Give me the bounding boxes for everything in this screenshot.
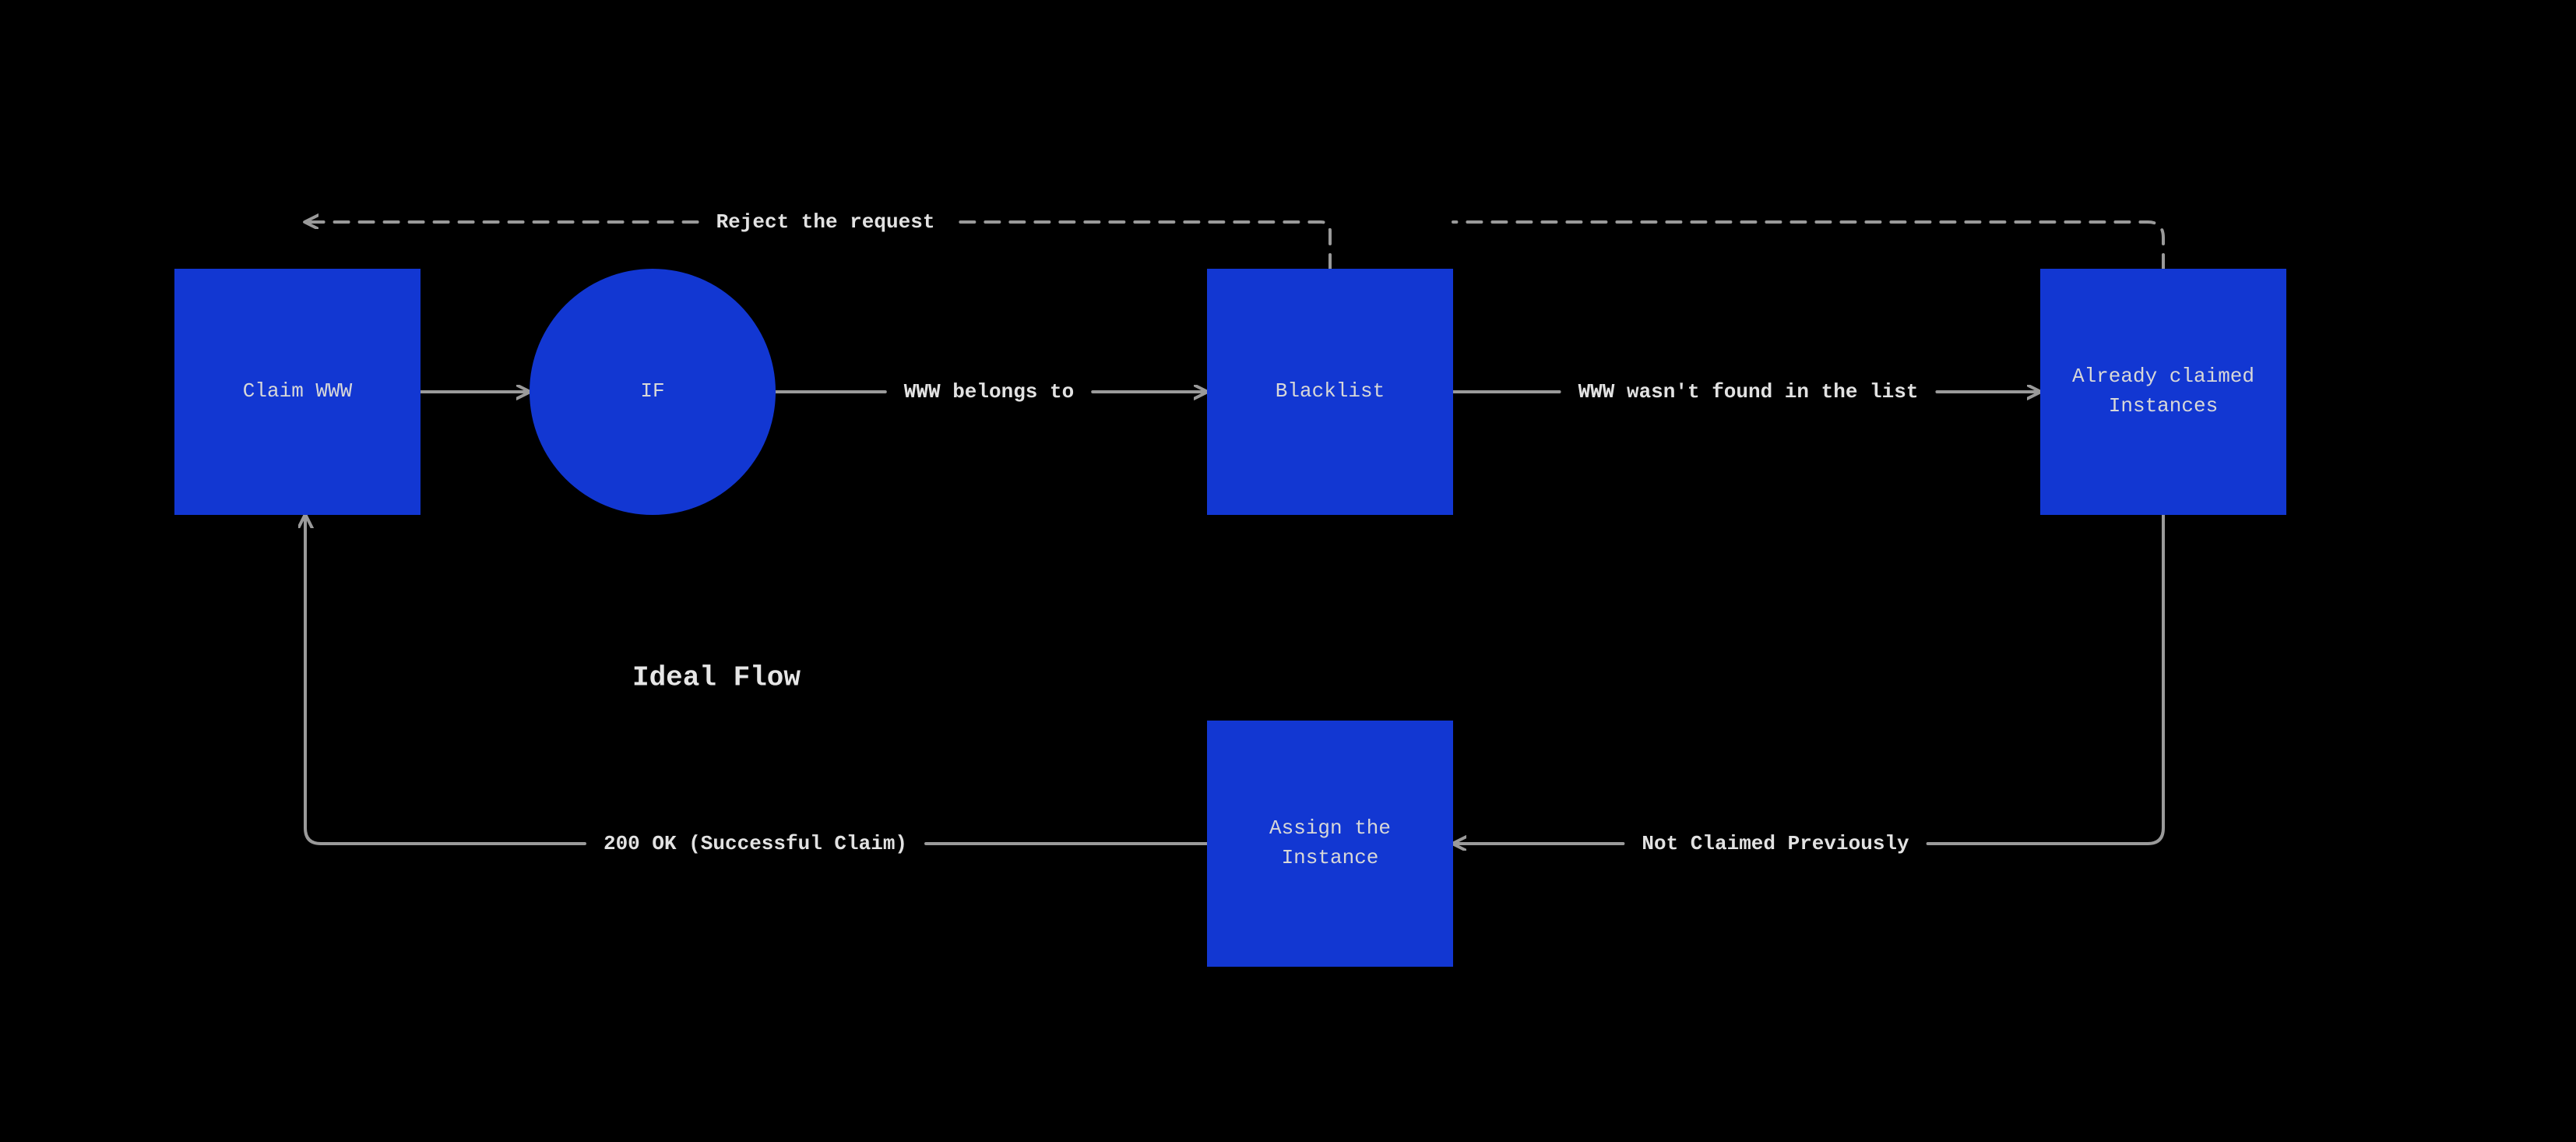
flow-diagram: Claim WWW IF Blacklist Already claimed Inst… (0, 0, 2576, 1142)
node-assign: Assign the Instance (1207, 721, 1453, 967)
edge-label-e-already-down: Not Claimed Previously (1642, 832, 1909, 855)
edge-layer (0, 0, 2576, 1142)
node-claim-label: Claim WWW (243, 377, 352, 407)
node-already-label: Already claimed Instances (2072, 362, 2254, 421)
edge-e-reject-a (953, 222, 1330, 269)
node-if-label: IF (640, 377, 664, 407)
node-claim: Claim WWW (174, 269, 421, 515)
node-already: Already claimed Instances (2040, 269, 2286, 515)
node-blacklist: Blacklist (1207, 269, 1453, 515)
node-if: IF (530, 269, 776, 515)
edge-e-already-down-a (1928, 515, 2163, 844)
edge-e-assign-back-b (305, 515, 585, 844)
edge-label-e-assign-back: 200 OK (Successful Claim) (604, 832, 907, 855)
node-blacklist-label: Blacklist (1276, 377, 1385, 407)
edge-label-e-blacklist-already: WWW wasn't found in the list (1578, 380, 1919, 404)
edge-e-reject-from-already (1453, 222, 2163, 269)
node-assign-label: Assign the Instance (1269, 814, 1391, 872)
edge-label-e-reject: Reject the request (716, 210, 935, 234)
edge-label-e-if-blacklist: WWW belongs to (904, 380, 1074, 404)
diagram-title: Ideal Flow (632, 662, 801, 694)
